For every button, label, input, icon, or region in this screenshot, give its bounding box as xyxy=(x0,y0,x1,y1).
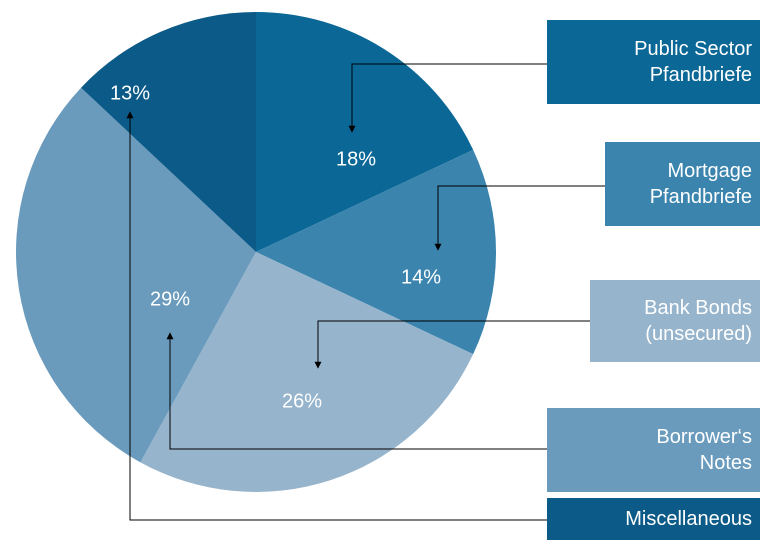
legend-label: Bank Bonds (unsecured) xyxy=(644,297,752,345)
pie-slice xyxy=(140,252,474,493)
callout-arrow xyxy=(314,320,590,369)
pie-slice xyxy=(256,149,496,355)
data-label: 18% xyxy=(336,148,376,170)
callout-arrow xyxy=(348,63,547,133)
pie-slice xyxy=(256,12,474,252)
pie-slice xyxy=(15,87,257,463)
legend-label: Mortgage Pfandbriefe xyxy=(649,160,752,208)
legend-box: Public Sector Pfandbriefe xyxy=(547,20,760,104)
data-label: 29% xyxy=(150,288,190,310)
legend-box: Bank Bonds (unsecured) xyxy=(590,280,760,362)
legend-label: Miscellaneous xyxy=(625,508,752,530)
legend-label: Borrower‘s Notes xyxy=(656,426,752,474)
legend-box: Borrower‘s Notes xyxy=(547,408,760,492)
data-label: 26% xyxy=(282,390,322,412)
data-label: 13% xyxy=(110,82,150,104)
pie-slice xyxy=(81,12,256,252)
callout-arrow xyxy=(166,332,547,450)
legend-label: Public Sector Pfandbriefe xyxy=(634,38,752,86)
data-label: 14% xyxy=(401,266,441,288)
legend-box: Miscellaneous xyxy=(547,498,760,540)
callout-arrow xyxy=(434,185,605,251)
callout-arrow xyxy=(126,111,547,521)
legend-box: Mortgage Pfandbriefe xyxy=(605,142,760,226)
